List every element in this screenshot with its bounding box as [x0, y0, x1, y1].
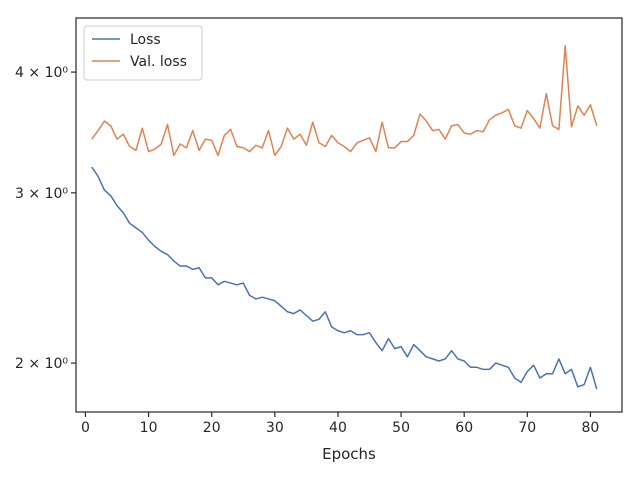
- y-tick-label: 2 × 10⁰: [15, 356, 68, 372]
- y-tick-label: 4 × 10⁰: [15, 65, 68, 81]
- x-tick-label: 0: [81, 420, 90, 436]
- series-layer: [91, 44, 598, 390]
- x-tick-label: 80: [582, 420, 600, 436]
- x-tick-label: 10: [140, 420, 158, 436]
- series-line-0: [91, 166, 598, 390]
- plot-area: [75, 17, 623, 413]
- x-tick-label: 60: [455, 420, 473, 436]
- x-axis: 0 10 20 30 40 50 60 70 80: [81, 412, 599, 436]
- x-tick-label: 50: [392, 420, 410, 436]
- x-tick-label: 20: [203, 420, 221, 436]
- plot-frame: [75, 17, 623, 413]
- legend-label-1: Val. loss: [130, 54, 187, 70]
- x-tick-label: 70: [518, 420, 536, 436]
- x-tick-label: 30: [266, 420, 284, 436]
- legend: Loss Val. loss: [83, 25, 203, 81]
- legend-label-0: Loss: [130, 32, 161, 48]
- x-axis-label: Epochs: [322, 445, 376, 463]
- y-tick-label: 3 × 10⁰: [15, 186, 68, 202]
- series-line-1: [91, 44, 598, 157]
- x-tick-label: 40: [329, 420, 347, 436]
- y-axis: 2 × 10⁰ 3 × 10⁰ 4 × 10⁰: [15, 65, 76, 372]
